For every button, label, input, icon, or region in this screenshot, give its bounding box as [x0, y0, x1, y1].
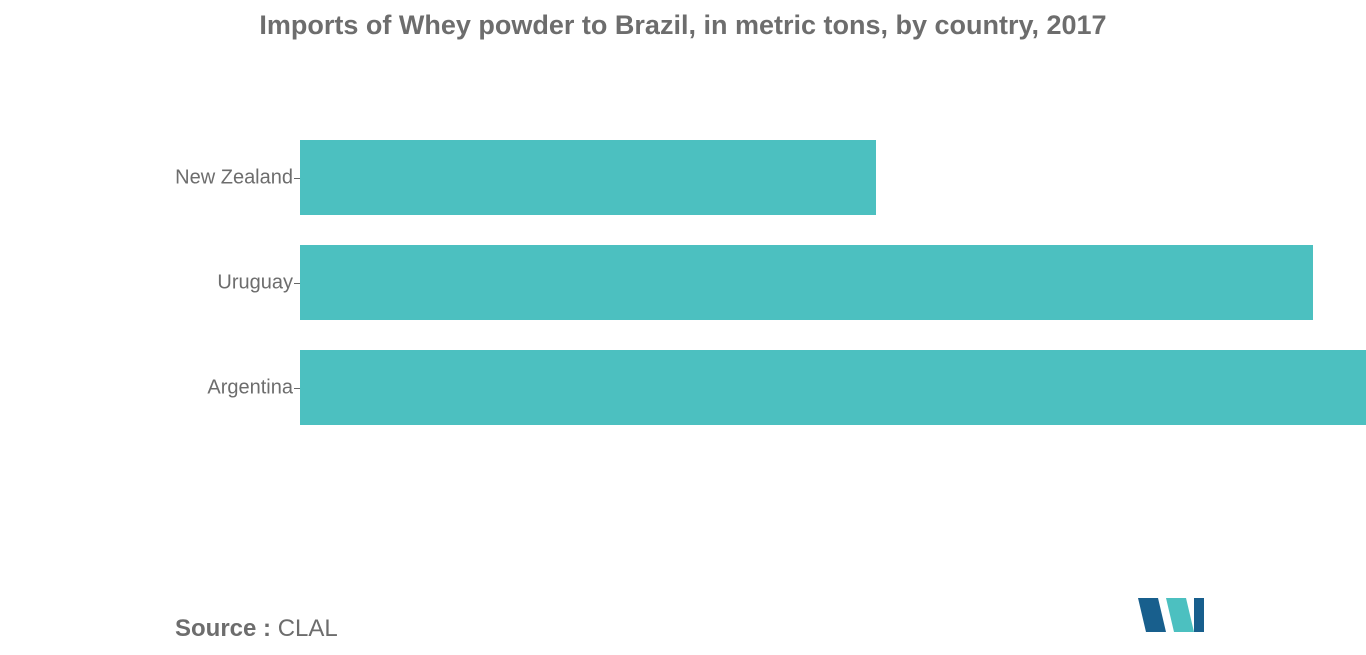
bar-uruguay: [300, 245, 1313, 320]
bar-row-new-zealand: New Zealand: [300, 140, 1366, 215]
chart-title: Imports of Whey powder to Brazil, in met…: [0, 10, 1366, 41]
source-value: CLAL: [271, 615, 338, 642]
source-footer: Source : CLAL: [175, 615, 338, 643]
bar-row-uruguay: Uruguay: [300, 245, 1366, 320]
logo-bar-3: [1194, 598, 1204, 632]
source-label: Source :: [175, 615, 271, 642]
logo-bar-2: [1166, 598, 1194, 632]
bar-row-argentina: Argentina: [300, 350, 1366, 425]
y-label: New Zealand: [175, 166, 293, 189]
logo-icon: [1136, 596, 1206, 634]
bar-new-zealand: [300, 140, 876, 215]
y-label: Argentina: [207, 376, 293, 399]
brand-logo: [1136, 596, 1206, 639]
logo-bar-1: [1138, 598, 1166, 632]
plot-area: New Zealand Uruguay Argentina: [300, 140, 1366, 425]
chart-container: Imports of Whey powder to Brazil, in met…: [0, 0, 1366, 655]
bar-argentina: [300, 350, 1366, 425]
y-label: Uruguay: [217, 271, 293, 294]
